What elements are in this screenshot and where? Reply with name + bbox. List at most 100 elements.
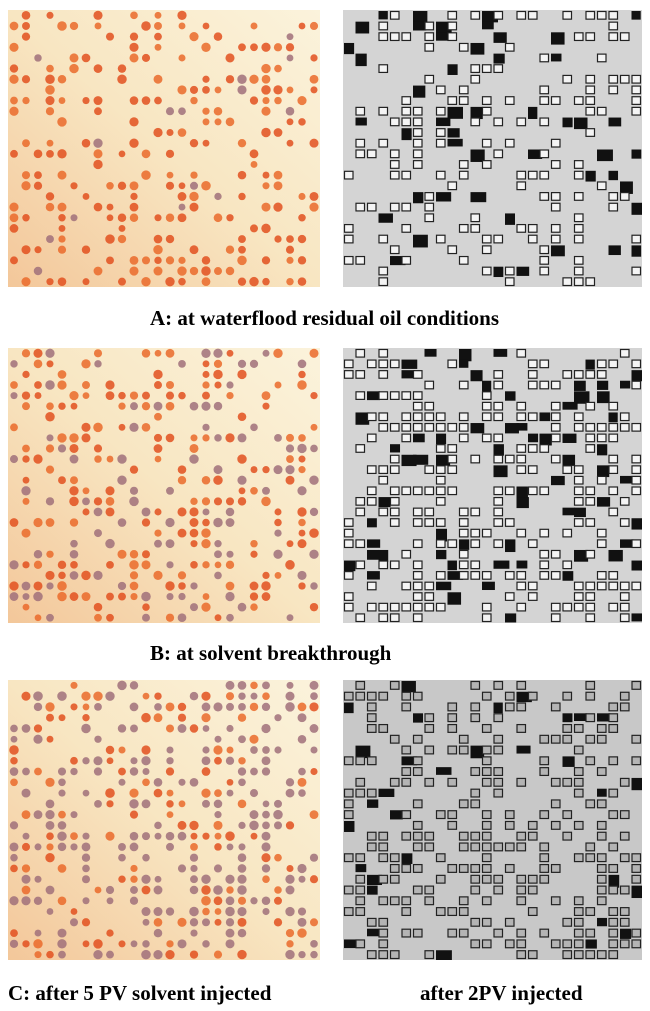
pore-outline bbox=[621, 582, 630, 590]
pore-outline bbox=[575, 603, 584, 611]
pore-outline bbox=[552, 703, 561, 711]
pore-outline bbox=[483, 65, 492, 73]
oil-blob bbox=[274, 529, 281, 536]
oil-blob bbox=[81, 359, 90, 368]
oil-blob bbox=[45, 702, 54, 711]
pore-outline bbox=[425, 725, 434, 733]
oil-blob bbox=[263, 172, 270, 179]
pore-outline bbox=[540, 86, 549, 94]
oil-blob bbox=[213, 885, 223, 895]
oil-ganglion bbox=[563, 508, 575, 516]
oil-blob bbox=[46, 518, 55, 527]
pore-outline bbox=[460, 161, 469, 169]
oil-blob bbox=[118, 724, 126, 732]
oil-blob bbox=[262, 703, 270, 711]
pore-outline bbox=[425, 402, 434, 410]
oil-blob bbox=[166, 843, 174, 851]
oil-blob bbox=[166, 107, 174, 115]
pore-outline bbox=[391, 778, 400, 786]
oil-blob bbox=[95, 887, 102, 894]
oil-blob bbox=[105, 234, 114, 243]
oil-blob bbox=[310, 22, 318, 30]
oil-blob bbox=[274, 508, 281, 515]
oil-blob bbox=[70, 703, 77, 710]
pore-outline bbox=[356, 257, 365, 265]
pore-outline bbox=[448, 746, 457, 754]
pore-outline bbox=[425, 951, 434, 959]
pore-outline bbox=[586, 908, 595, 916]
pore-outline bbox=[632, 487, 641, 495]
pore-outline bbox=[345, 603, 354, 611]
oil-blob bbox=[213, 821, 222, 830]
oil-blob bbox=[10, 392, 17, 399]
pore-outline bbox=[345, 886, 354, 894]
pore-outline bbox=[448, 487, 457, 495]
oil-blob bbox=[309, 476, 318, 485]
pore-outline bbox=[575, 768, 584, 776]
oil-blob bbox=[262, 822, 270, 830]
oil-blob bbox=[178, 703, 186, 711]
pore-outline bbox=[517, 886, 526, 894]
pore-outline bbox=[425, 203, 434, 211]
oil-blob bbox=[119, 424, 126, 431]
oil-blob bbox=[34, 897, 42, 905]
pore-outline bbox=[379, 843, 388, 851]
pore-outline bbox=[368, 757, 377, 765]
oil-blob bbox=[94, 603, 103, 612]
oil-ganglion bbox=[413, 455, 428, 465]
oil-ganglion bbox=[632, 245, 642, 256]
oil-blob bbox=[70, 214, 77, 221]
oil-ganglion bbox=[517, 746, 531, 754]
oil-blob bbox=[46, 843, 53, 850]
oil-ganglion bbox=[632, 11, 641, 20]
oil-blob bbox=[215, 561, 222, 568]
oil-ganglion bbox=[632, 561, 643, 571]
oil-blob bbox=[285, 702, 295, 712]
oil-blob bbox=[274, 434, 282, 442]
oil-blob bbox=[250, 224, 258, 232]
pore-outline bbox=[379, 832, 388, 840]
oil-blob bbox=[261, 43, 270, 52]
oil-blob bbox=[11, 736, 18, 743]
pore-outline bbox=[632, 75, 641, 83]
oil-blob bbox=[10, 940, 18, 948]
oil-ganglion bbox=[597, 713, 610, 721]
pore-outline bbox=[621, 886, 630, 894]
oil-ganglion bbox=[482, 582, 495, 590]
pore-outline bbox=[368, 487, 377, 495]
oil-blob bbox=[226, 614, 234, 622]
pore-outline bbox=[448, 445, 457, 453]
oil-blob bbox=[238, 692, 245, 699]
oil-blob bbox=[154, 257, 161, 264]
oil-blob bbox=[70, 561, 78, 569]
oil-blob bbox=[298, 582, 305, 589]
oil-blob bbox=[33, 939, 42, 948]
oil-blob bbox=[202, 703, 211, 712]
pore-outline bbox=[609, 508, 618, 516]
oil-blob bbox=[261, 842, 270, 851]
oil-blob bbox=[45, 853, 54, 862]
oil-blob bbox=[10, 821, 18, 829]
pore-outline bbox=[563, 371, 572, 379]
oil-blob bbox=[46, 235, 54, 243]
pore-outline bbox=[448, 865, 457, 873]
pore-outline bbox=[448, 22, 457, 30]
oil-blob bbox=[46, 497, 54, 505]
pore-outline bbox=[586, 550, 595, 558]
oil-blob bbox=[298, 519, 306, 527]
oil-blob bbox=[203, 593, 210, 600]
oil-blob bbox=[310, 746, 317, 753]
oil-ganglion bbox=[517, 423, 528, 431]
oil-blob bbox=[129, 560, 138, 569]
oil-ganglion bbox=[379, 11, 388, 19]
oil-ganglion bbox=[563, 118, 573, 128]
oil-blob bbox=[238, 193, 245, 200]
oil-blob bbox=[57, 21, 67, 31]
oil-ganglion bbox=[597, 789, 607, 797]
oil-blob bbox=[310, 681, 319, 690]
pore-outline bbox=[494, 682, 503, 690]
oil-blob bbox=[154, 907, 163, 916]
oil-blob bbox=[130, 767, 138, 775]
oil-blob bbox=[274, 97, 281, 104]
oil-blob bbox=[226, 757, 234, 765]
